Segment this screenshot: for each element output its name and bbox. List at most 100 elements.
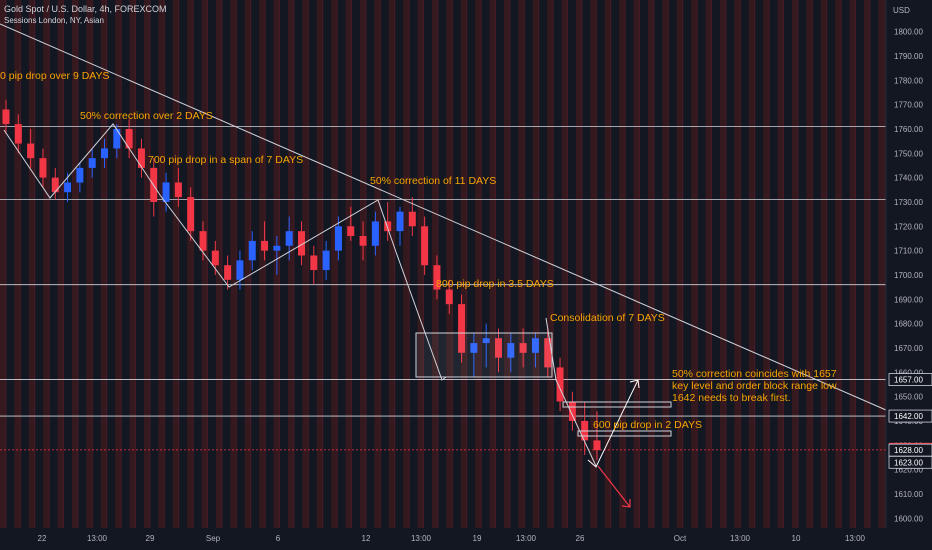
session-stripe [619, 0, 626, 528]
time-axis[interactable]: 22 13:00 29 Sep 6 12 13:00 19 13:00 26 Oct 13:00 10 1… [0, 528, 886, 550]
session-stripe [590, 0, 597, 528]
candle-body [285, 231, 293, 246]
price-tag-label: 1628.00 [894, 446, 923, 455]
session-stripe [360, 0, 366, 528]
price-tick-label: 1600.00 [894, 514, 923, 523]
arrow-head-down [621, 499, 631, 508]
session-stripe [115, 0, 122, 528]
price-tick-label: 1660.00 [894, 368, 923, 377]
session-stripe [86, 0, 93, 528]
session-stripe [187, 0, 194, 528]
candle-body [211, 250, 219, 266]
candle-body [174, 182, 182, 198]
session-stripe [72, 0, 78, 528]
time-tick-label: 13:00 [87, 534, 108, 543]
time-tick-label: Oct [674, 534, 687, 543]
price-tick-label: 1750.00 [894, 149, 923, 158]
session-stripe [648, 0, 654, 528]
session-stripe [230, 0, 237, 528]
trend-line [0, 23, 887, 411]
session-stripe [244, 0, 251, 528]
session-stripe [446, 0, 453, 528]
session-stripe [777, 0, 784, 528]
session-stripe [720, 0, 726, 528]
candle-body [113, 128, 121, 149]
session-stripe [172, 0, 179, 528]
candle-body [334, 226, 342, 251]
session-stripe [835, 0, 842, 528]
price-tick-label: 1670.00 [894, 344, 923, 353]
candle-body [310, 255, 318, 271]
price-tag [888, 373, 932, 386]
price-tick-label: 1690.00 [894, 295, 923, 304]
candle-body [101, 148, 108, 159]
candle-body [273, 245, 281, 251]
session-stripe [633, 0, 640, 528]
candle-body [384, 221, 392, 232]
order-block-top [562, 401, 672, 408]
candle-body [51, 177, 59, 193]
time-tick-label: 22 [38, 534, 47, 543]
time-tick-label: 13:00 [411, 534, 432, 543]
candle-body [27, 143, 35, 159]
candle-body [88, 158, 96, 168]
candle-body [519, 343, 527, 353]
time-tick-label: 19 [473, 534, 482, 543]
candle-body [396, 211, 404, 232]
price-tick-label: 1650.00 [894, 393, 923, 402]
candle-body [137, 148, 145, 168]
session-stripe [864, 0, 870, 528]
candle-body [458, 304, 466, 353]
session-stripe [100, 0, 107, 528]
price-tick-label: 1730.00 [894, 198, 923, 207]
candle-body [39, 158, 47, 178]
session-stripe [288, 0, 294, 528]
time-tick-label: 26 [576, 534, 585, 543]
time-tick-label: 6 [276, 534, 281, 543]
candle-body [371, 221, 379, 246]
consolidation-box [415, 332, 553, 378]
session-stripe [144, 0, 150, 528]
arrow-head-up [629, 379, 640, 389]
session-background [0, 0, 886, 528]
session-stripe [374, 0, 381, 528]
annotation-text: 600 pip drop in 2 DAYS [593, 419, 702, 431]
candle-body [433, 265, 441, 290]
candle-body [347, 226, 355, 237]
price-tick-label: 1760.00 [894, 125, 923, 134]
candle-body [408, 211, 416, 227]
price-tick-label: 1770.00 [894, 101, 923, 110]
annotation-text: 1642 needs to break first. [672, 392, 791, 404]
price-tag [888, 455, 932, 469]
projection-down-arrow [597, 465, 631, 508]
candle-body [199, 231, 207, 251]
session-stripe [475, 0, 482, 528]
price-axis[interactable]: 1600.001610.001620.001630.001640.001650.… [885, 0, 932, 550]
price-tick-label: 1700.00 [894, 271, 923, 280]
symbol-title: Gold Spot / U.S. Dollar, 4h, FOREXCOM [4, 4, 167, 14]
annotation-text: 50% correction coincides with 1657 [672, 368, 837, 380]
annotation-text: 700 pip drop in a span of 7 DAYS [148, 154, 303, 166]
drop-path [545, 317, 597, 467]
session-stripe [518, 0, 525, 528]
projection-up-arrow [587, 379, 639, 468]
candle-body [531, 338, 539, 353]
candle-body [125, 128, 133, 149]
candle-body [556, 367, 564, 402]
session-stripe [129, 0, 136, 528]
session-stripe [662, 0, 669, 528]
price-tick-label: 1780.00 [894, 76, 923, 85]
session-stripe [691, 0, 698, 528]
swing-path [3, 123, 447, 381]
session-stripe [316, 0, 323, 528]
session-stripe [676, 0, 683, 528]
order-block-bottom [577, 430, 672, 437]
candle-body [64, 182, 72, 193]
annotation-text: 50% correction over 2 DAYS [80, 110, 213, 122]
session-stripe [504, 0, 510, 528]
session-stripe [878, 0, 885, 528]
time-tick-label: 13:00 [845, 534, 866, 543]
price-tick-label: 1620.00 [894, 466, 923, 475]
session-stripe [576, 0, 582, 528]
